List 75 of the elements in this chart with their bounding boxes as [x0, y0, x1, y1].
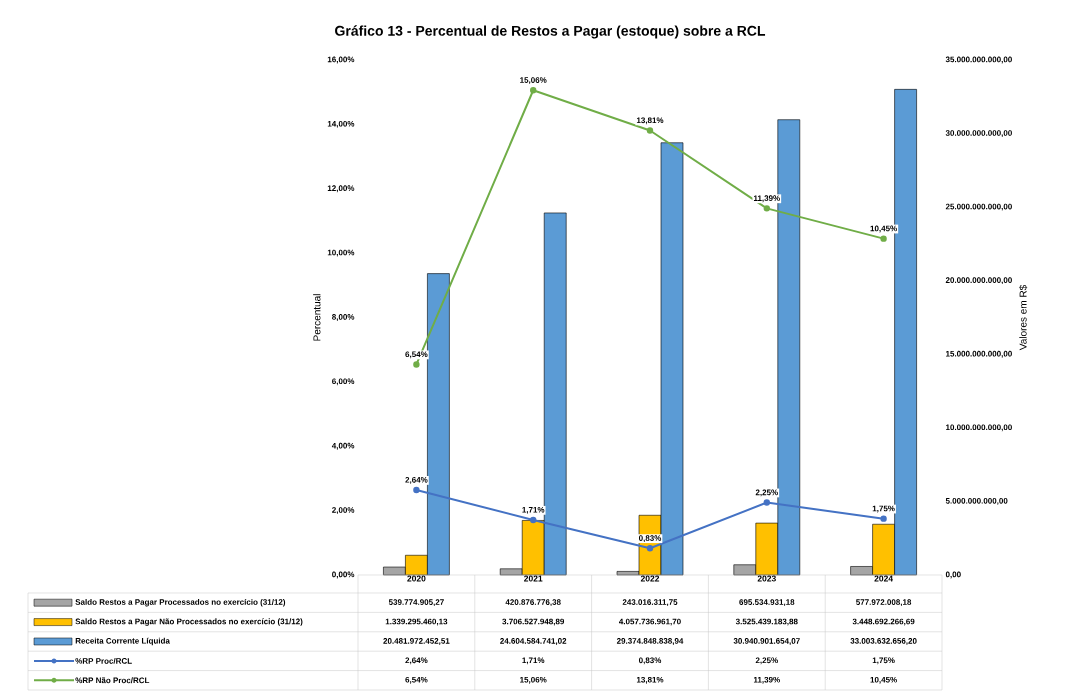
- data-label: 20.481.972.452,51: [383, 638, 450, 645]
- chart-title: Gráfico 13 - Percentual de Restos a Pagar (estoque) sobre a RCL: [335, 25, 766, 39]
- text: 2,25%: [755, 489, 778, 497]
- x-tick-label: 2020: [407, 575, 426, 582]
- data-label: 0,83%: [638, 657, 662, 665]
- y2-tick-label: 35.000.000.000,00: [945, 56, 1012, 64]
- point: [880, 235, 887, 242]
- data-label: 1,71%: [522, 657, 545, 665]
- y2-tick-label: 5.000.000.000,00: [945, 498, 1008, 505]
- point: [530, 516, 537, 524]
- y2-tick-label: 20.000.000.000,00: [945, 277, 1012, 285]
- legend-label: %RP Proc/RCL: [75, 657, 132, 664]
- point: [646, 545, 654, 552]
- data-label: 30.940.901.654,07: [733, 638, 800, 645]
- y-tick-label: 10,00%: [327, 249, 355, 257]
- y-tick-label: 8,00%: [332, 314, 355, 321]
- text: 2,64%: [405, 476, 428, 484]
- y-tick-label: 2,00%: [332, 507, 355, 515]
- text: 1,71%: [522, 506, 545, 514]
- data-label: 243.016.311,75: [622, 599, 678, 607]
- text: 13,81%: [636, 117, 664, 125]
- y2-tick-label: 25.000.000.000,00: [945, 203, 1012, 211]
- text: 15,06%: [520, 77, 547, 85]
- data-label: 695.534.931,18: [739, 599, 795, 607]
- data-label: 1.339.295.460,13: [385, 618, 448, 626]
- text: 6,54%: [405, 351, 428, 359]
- y2-tick-label: 10.000.000.000,00: [946, 424, 1012, 432]
- x-tick-label: 2022: [640, 575, 660, 582]
- text: 0,83%: [638, 535, 662, 543]
- y-tick-label: 16,00%: [327, 56, 355, 64]
- y-tick-label: 4,00%: [331, 442, 355, 450]
- point: [763, 499, 770, 506]
- y-tick-label: 0,00%: [332, 571, 355, 579]
- legend-label: Receita Corrente Líquida: [75, 637, 170, 646]
- data-label: 6,54%: [405, 676, 428, 684]
- data-label: 10,45%: [870, 676, 897, 684]
- text: 10,45%: [870, 225, 897, 233]
- data-label: 3.706.527.948,89: [502, 618, 565, 626]
- x-tick-label: 2021: [524, 575, 543, 582]
- y2-tick-label: 15.000.000.000,00: [946, 350, 1012, 358]
- legend-label: Saldo Restos a Pagar Não Processados no exercício (31/12): [75, 618, 303, 626]
- data-label: 539.774.905,27: [388, 599, 444, 607]
- data-label: 11,39%: [753, 676, 780, 684]
- point: [763, 205, 770, 212]
- y2-tick-label: 0,00: [945, 571, 961, 579]
- y-tick-label: 14,00%: [327, 120, 355, 128]
- y-axis-title: Percentual: [313, 294, 321, 341]
- point: [413, 486, 420, 494]
- legend-label: Saldo Restos a Pagar Processados no exercício (31/12): [75, 598, 286, 607]
- x-tick-label: 2024: [874, 575, 894, 582]
- point: [530, 87, 537, 94]
- data-label: 13,81%: [636, 676, 664, 684]
- data-label: 33.003.632.656,20: [850, 638, 917, 645]
- x-tick-label: 2023: [757, 575, 776, 582]
- data-label: 3.525.439.183,88: [735, 618, 798, 626]
- data-label: 1,75%: [872, 657, 895, 665]
- text: 11,39%: [753, 195, 780, 203]
- text: 1,75%: [872, 505, 895, 513]
- data-label: 24.604.584.741,02: [500, 638, 567, 645]
- legend-label: %RP Não Proc/RCL: [75, 677, 150, 684]
- y2-axis-title: Valores em R$: [1019, 284, 1028, 351]
- y-tick-label: 12,00%: [327, 185, 355, 193]
- data-label: 577.972.008,18: [856, 599, 912, 607]
- data-label: 15,06%: [520, 676, 547, 684]
- point: [880, 515, 887, 522]
- data-label: 4.057.736.961,70: [618, 618, 681, 626]
- data-label: 2,64%: [405, 657, 428, 665]
- point: [413, 361, 420, 368]
- data-label: 420.876.776,38: [505, 599, 561, 607]
- y-tick-label: 6,00%: [332, 378, 355, 386]
- data-label: 2,25%: [755, 657, 778, 665]
- point: [646, 127, 654, 134]
- data-label: 29.374.848.838,94: [616, 638, 684, 645]
- y2-tick-label: 30.000.000.000,00: [945, 130, 1012, 137]
- data-label: 3.448.692.266,69: [852, 618, 915, 626]
